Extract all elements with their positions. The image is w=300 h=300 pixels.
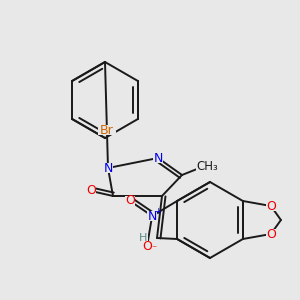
FancyBboxPatch shape: [266, 201, 276, 211]
FancyBboxPatch shape: [141, 241, 153, 251]
Text: O: O: [125, 194, 135, 208]
Text: Br: Br: [100, 124, 114, 136]
FancyBboxPatch shape: [138, 233, 148, 242]
FancyBboxPatch shape: [86, 186, 96, 196]
FancyBboxPatch shape: [266, 229, 276, 239]
FancyBboxPatch shape: [196, 162, 218, 172]
Text: N: N: [147, 209, 157, 223]
Text: O: O: [266, 200, 276, 212]
Text: ⁻: ⁻: [152, 244, 157, 254]
Text: CH₃: CH₃: [196, 160, 218, 173]
FancyBboxPatch shape: [125, 196, 135, 206]
Text: N: N: [103, 161, 113, 175]
Text: N: N: [153, 152, 163, 164]
Text: O: O: [266, 227, 276, 241]
Text: +: +: [155, 208, 161, 217]
FancyBboxPatch shape: [147, 211, 157, 221]
Text: O: O: [142, 239, 152, 253]
Text: H: H: [139, 233, 147, 243]
FancyBboxPatch shape: [98, 125, 116, 135]
FancyBboxPatch shape: [103, 163, 113, 173]
Text: O: O: [86, 184, 96, 197]
FancyBboxPatch shape: [153, 153, 163, 163]
